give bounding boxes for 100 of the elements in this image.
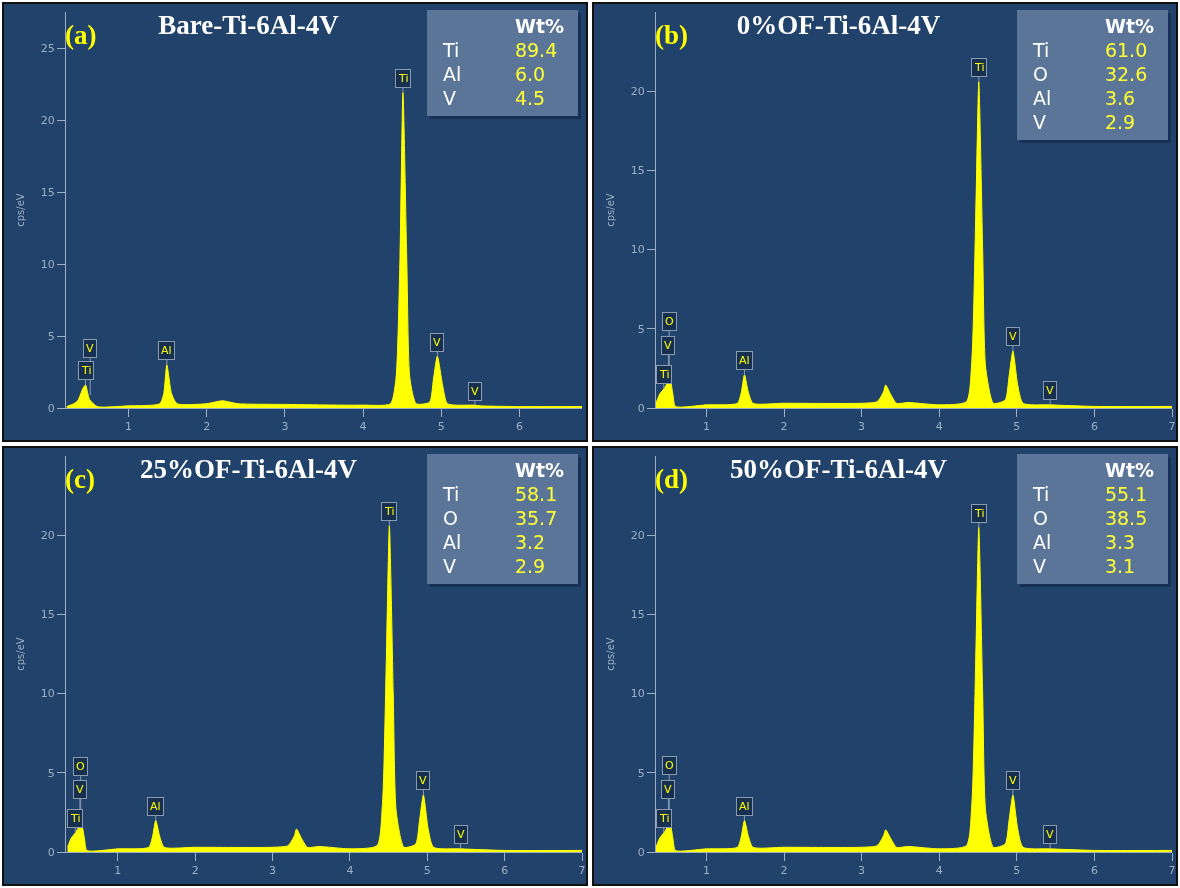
x-tick-label: 5 (423, 864, 431, 878)
x-tick-label: 5 (437, 420, 445, 434)
annotation: Ti (974, 61, 985, 74)
annotation: 3.2 (514, 530, 547, 554)
annotation: Ti (974, 507, 985, 520)
x-tick-label: 2 (191, 864, 199, 878)
annotation: Al (1032, 530, 1053, 554)
y-axis-title: cps/eV (604, 637, 616, 671)
annotation: Ti (442, 38, 461, 62)
annotation: V (664, 339, 672, 352)
annotation: Ti (384, 505, 395, 518)
x-tick-label: 7 (1168, 420, 1176, 434)
annotation: (a) (65, 20, 97, 50)
annotation: 58.1 (514, 482, 559, 506)
y-tick-label: 5 (637, 766, 645, 780)
x-tick-label: 1 (114, 864, 122, 878)
y-tick-label: 10 (630, 687, 645, 701)
annotation: Ti (70, 812, 81, 825)
x-tick-label: 6 (1090, 420, 1098, 434)
annotation: Ti (398, 72, 409, 85)
annotation: Wt% (1104, 458, 1154, 482)
chart-title: 50%OF-Ti-6Al-4V (729, 453, 948, 484)
annotation: Ti (659, 368, 670, 381)
annotation: V (1032, 110, 1047, 134)
y-tick-label: 25 (40, 41, 55, 55)
annotation: (b) (655, 20, 688, 50)
annotation: V (664, 783, 672, 796)
y-tick-label: 0 (637, 401, 645, 415)
annotation: O (665, 315, 674, 328)
annotation: Al (161, 344, 172, 357)
x-tick-label: 3 (858, 420, 866, 434)
y-tick-label: 10 (630, 243, 645, 257)
annotation: O (1032, 506, 1049, 530)
annotation: 35.7 (514, 506, 559, 530)
chart-title: 25%OF-Ti-6Al-4V (139, 453, 358, 484)
annotation: V (433, 336, 441, 349)
y-tick-label: 5 (47, 766, 55, 780)
annotation: V (76, 783, 84, 796)
annotation: 55.1 (1104, 482, 1149, 506)
annotation: Ti (81, 364, 92, 377)
x-tick-label: 2 (780, 420, 788, 434)
annotation: V (442, 554, 457, 578)
y-tick-label: 20 (40, 113, 55, 127)
annotation: 89.4 (514, 38, 559, 62)
annotation: 38.5 (1104, 506, 1149, 530)
annotation: 6.0 (514, 62, 547, 86)
y-tick-label: 5 (47, 329, 55, 343)
y-tick-label: 5 (637, 322, 645, 336)
annotation: 32.6 (1104, 62, 1149, 86)
annotation: V (442, 86, 457, 110)
x-tick-label: 5 (1013, 420, 1021, 434)
y-tick-label: 20 (630, 85, 645, 99)
x-tick-label: 3 (281, 420, 289, 434)
annotation: V (457, 828, 465, 841)
y-tick-label: 15 (630, 164, 645, 178)
y-tick-label: 0 (47, 401, 55, 415)
annotation: V (471, 385, 479, 398)
x-tick-label: 1 (125, 420, 133, 434)
x-tick-label: 4 (359, 420, 367, 434)
annotation: Al (442, 530, 463, 554)
x-tick-label: 3 (858, 864, 866, 878)
annotation: O (1032, 62, 1049, 86)
annotation: (c) (65, 464, 95, 494)
x-tick-label: 4 (346, 864, 354, 878)
chart-title: 0%OF-Ti-6Al-4V (736, 9, 941, 40)
annotation: V (1046, 828, 1054, 841)
annotation: Wt% (1104, 14, 1154, 38)
y-tick-label: 20 (40, 529, 55, 543)
y-tick-label: 15 (40, 185, 55, 199)
x-tick-label: 6 (515, 420, 523, 434)
annotation: Al (1032, 86, 1053, 110)
annotation: V (419, 774, 427, 787)
x-tick-label: 4 (935, 420, 943, 434)
x-tick-label: 2 (780, 864, 788, 878)
y-axis-title: cps/eV (604, 193, 616, 227)
y-tick-label: 0 (47, 845, 55, 859)
annotation: 3.3 (1104, 530, 1137, 554)
annotation: Ti (1032, 38, 1051, 62)
y-tick-label: 15 (40, 608, 55, 622)
annotation: 4.5 (514, 86, 547, 110)
annotation: Al (442, 62, 463, 86)
chart-title: Bare-Ti-6Al-4V (158, 9, 340, 40)
annotation: O (442, 506, 459, 530)
annotation: Ti (1032, 482, 1051, 506)
x-tick-label: 3 (269, 864, 277, 878)
annotation: O (76, 760, 85, 773)
annotation: (d) (655, 464, 688, 494)
annotation: 3.1 (1104, 554, 1137, 578)
x-tick-label: 2 (203, 420, 211, 434)
x-tick-label: 6 (1090, 864, 1098, 878)
annotation: Wt% (514, 458, 564, 482)
annotation: Al (739, 354, 750, 367)
annotation: Ti (442, 482, 461, 506)
x-tick-label: 1 (702, 864, 710, 878)
x-tick-label: 1 (702, 420, 710, 434)
y-tick-label: 10 (40, 687, 55, 701)
annotation: V (1032, 554, 1047, 578)
annotation: 61.0 (1104, 38, 1149, 62)
annotation: V (86, 342, 94, 355)
annotation: O (665, 759, 674, 772)
